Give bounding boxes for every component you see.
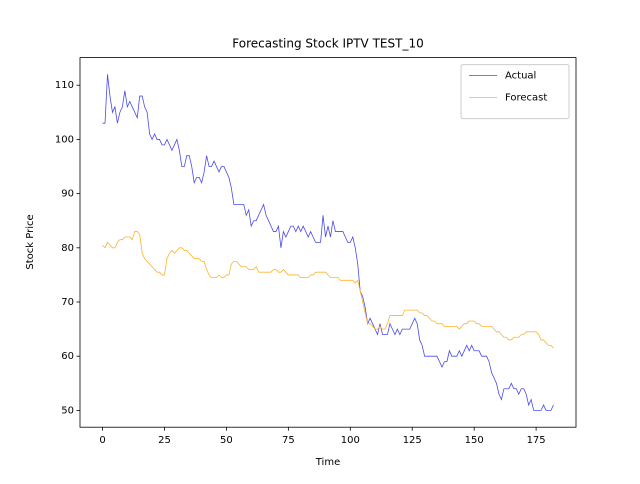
- x-tick-label: 25: [158, 435, 171, 446]
- y-tick-label: 90: [61, 189, 74, 200]
- x-tick-label: 0: [99, 435, 105, 446]
- x-tick-label: 125: [403, 435, 422, 446]
- y-tick-label: 80: [61, 243, 74, 254]
- x-tick-label: 100: [341, 435, 360, 446]
- legend-label: Forecast: [505, 93, 547, 104]
- data-line: [102, 231, 554, 349]
- y-tick-label: 100: [55, 134, 74, 145]
- x-tick-label: 50: [220, 435, 233, 446]
- y-axis-label: Stock Price: [25, 214, 36, 269]
- x-axis-label: Time: [315, 457, 340, 468]
- x-tick-label: 150: [465, 435, 484, 446]
- y-tick-label: 70: [61, 297, 74, 308]
- x-tick-label: 175: [527, 435, 546, 446]
- legend-box: [460, 64, 570, 120]
- chart-title: Forecasting Stock IPTV TEST_10: [232, 37, 423, 51]
- data-line: [102, 74, 554, 411]
- x-tick-label: 75: [282, 435, 295, 446]
- axes-frame: [79, 57, 577, 428]
- y-tick-label: 110: [55, 80, 74, 91]
- legend-label: Actual: [505, 71, 536, 82]
- y-tick-label: 60: [61, 351, 74, 362]
- y-tick-label: 50: [61, 405, 74, 416]
